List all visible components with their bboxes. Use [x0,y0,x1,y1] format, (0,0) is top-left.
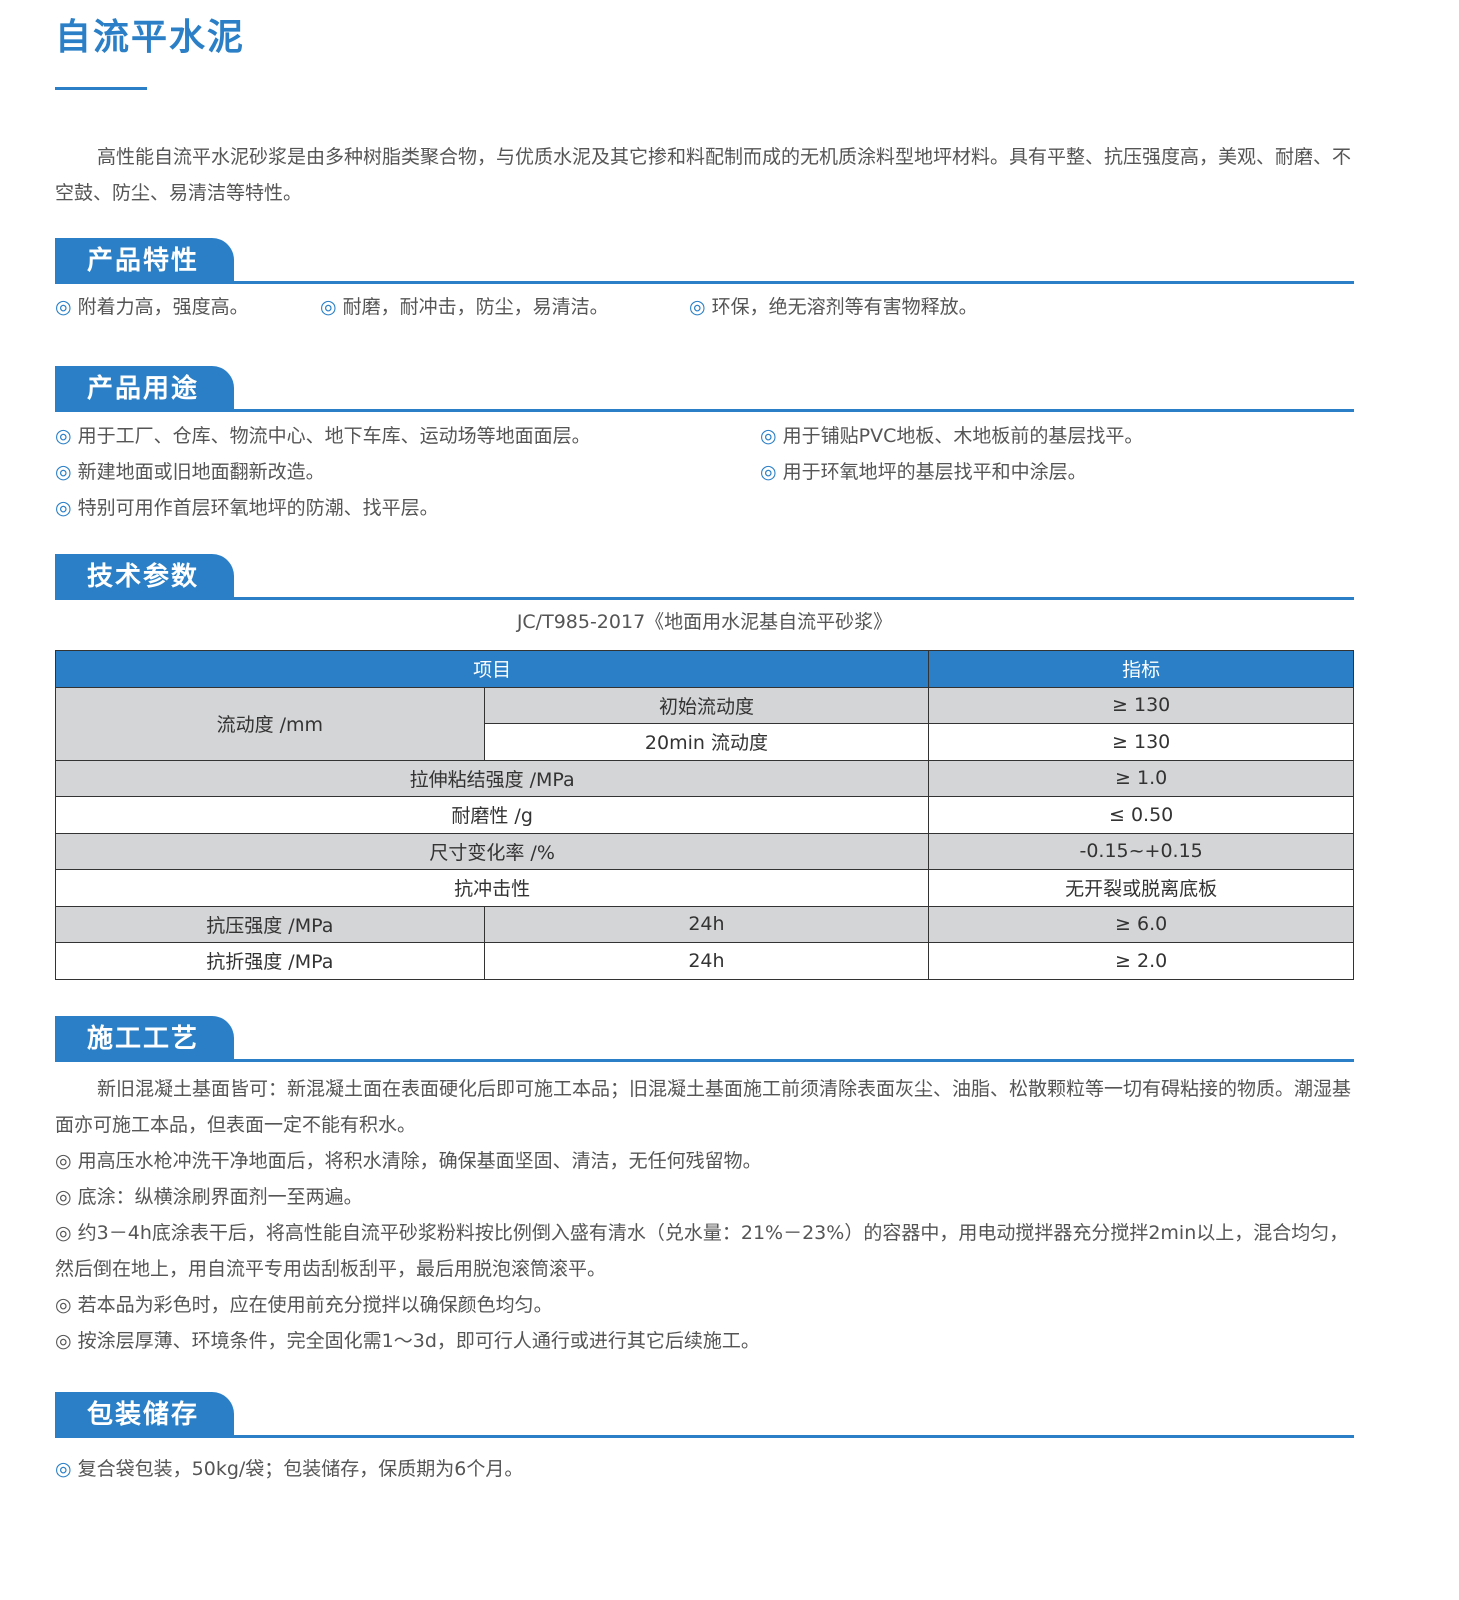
header-cell: 项目 [54,650,930,688]
cell: ≥ 130 [928,686,1354,724]
intro-paragraph: 高性能自流平水泥砂浆是由多种树脂类聚合物，与优质水泥及其它掺和料配制而成的无机质… [55,146,1352,204]
table-row: 耐磨性 /g ≤ 0.50 [54,796,1354,834]
cell: ≥ 130 [928,723,1354,761]
item-text: 用于环氧地坪的基层找平和中涂层。 [782,461,1087,483]
section-header-tech: 技术参数 [55,554,1354,601]
divider [55,597,1354,600]
cell: 抗折强度 /MPa [55,942,485,980]
circle-marker-icon: ◎ [760,461,777,483]
table-row: 抗冲击性 无开裂或脱离底板 [54,869,1354,907]
table-row: 拉伸粘结强度 /MPa ≥ 1.0 [54,759,1354,797]
circle-marker-icon: ◎ [55,296,72,318]
circle-marker-icon: ◎ [55,425,72,447]
cell: 24h [483,905,930,943]
cell: 拉伸粘结强度 /MPa [54,759,930,797]
use-item: ◎ 用于铺贴PVC地板、木地板前的基层找平。 [760,418,1143,454]
item-text: 特别可用作首层环氧地坪的防潮、找平层。 [77,497,439,519]
step-item: ◎ 底涂：纵横涂刷界面剂一至两遍。 [55,1179,1355,1215]
cell: ≥ 6.0 [928,905,1354,943]
circle-marker-icon: ◎ [760,425,777,447]
divider [55,409,1354,412]
item-text: 环保，绝无溶剂等有害物释放。 [711,296,978,318]
table-row: 尺寸变化率 /% -0.15~+0.15 [54,832,1354,870]
item-text: 约3－4h底涂表干后，将高性能自流平砂浆粉料按比例倒入盛有清水（兑水量：21%－… [55,1222,1349,1280]
circle-marker-icon: ◎ [55,1222,72,1244]
item-text: 耐磨，耐冲击，防尘，易清洁。 [342,296,609,318]
use-item: ◎ 特别可用作首层环氧地坪的防潮、找平层。 [55,490,439,526]
use-item: ◎ 用于环氧地坪的基层找平和中涂层。 [760,454,1087,490]
cell: 抗冲击性 [54,869,930,907]
section-title: 包装储存 [55,1392,234,1437]
section-header-features: 产品特性 [55,238,1354,285]
header-cell: 指标 [928,650,1354,688]
section-title: 产品用途 [55,366,234,411]
section-header-packaging: 包装储存 [55,1392,1354,1439]
section-header-construction: 施工工艺 [55,1016,1354,1063]
table-row: 抗折强度 /MPa 24h ≥ 2.0 [55,942,1354,980]
cell: 24h [483,942,930,980]
step-item: ◎ 用高压水枪冲洗干净地面后，将积水清除，确保基面坚固、清洁，无任何残留物。 [55,1143,1355,1179]
circle-marker-icon: ◎ [55,461,72,483]
circle-marker-icon: ◎ [55,497,72,519]
step-item: ◎ 按涂层厚薄、环境条件，完全固化需1～3d，即可行人通行或进行其它后续施工。 [55,1323,1355,1359]
table-row: 20min 流动度 ≥ 130 [56,723,1354,761]
section-header-uses: 产品用途 [55,366,1354,413]
cell: 耐磨性 /g [54,796,930,834]
use-item: ◎ 用于工厂、仓库、物流中心、地下车库、运动场等地面面层。 [55,418,591,454]
cell: 流动度 /mm [55,686,485,761]
item-text: 新建地面或旧地面翻新改造。 [77,461,325,483]
circle-marker-icon: ◎ [320,296,337,318]
cell: 20min 流动度 [483,723,930,761]
standard-caption: JC/T985-2017《地面用水泥基自流平砂浆》 [516,611,893,633]
item-text: 复合袋包装，50kg/袋；包装储存，保质期为6个月。 [77,1458,524,1480]
item-text: 附着力高，强度高。 [77,296,249,318]
divider [55,1059,1354,1062]
use-item: ◎ 新建地面或旧地面翻新改造。 [55,454,325,490]
item-text: 用高压水枪冲洗干净地面后，将积水清除，确保基面坚固、清洁，无任何残留物。 [77,1150,762,1172]
step-item: ◎ 约3－4h底涂表干后，将高性能自流平砂浆粉料按比例倒入盛有清水（兑水量：21… [55,1215,1355,1287]
item-text: 用于工厂、仓库、物流中心、地下车库、运动场等地面面层。 [77,425,591,447]
feature-item: ◎ 附着力高，强度高。 [55,289,249,325]
item-text: 按涂层厚薄、环境条件，完全固化需1～3d，即可行人通行或进行其它后续施工。 [77,1330,760,1352]
circle-marker-icon: ◎ [55,1458,72,1480]
title-underline [55,87,147,90]
cell: 尺寸变化率 /% [54,832,930,870]
item-text: 用于铺贴PVC地板、木地板前的基层找平。 [782,425,1144,447]
tech-params-table: 项目 指标 流动度 /mm 初始流动度 ≥ 130 20min 流动度 ≥ 130 拉伸… [54,650,1354,980]
table-row: 流动度 /mm 初始流动度 ≥ 130 [55,686,1354,761]
circle-marker-icon: ◎ [55,1150,72,1172]
circle-marker-icon: ◎ [55,1186,72,1208]
table-header-row: 项目 指标 [54,650,1354,688]
circle-marker-icon: ◎ [55,1330,72,1352]
cell: 抗压强度 /MPa [55,905,485,943]
section-title: 施工工艺 [55,1016,234,1061]
cell: 无开裂或脱离底板 [928,869,1354,907]
circle-marker-icon: ◎ [55,1294,72,1316]
section-title: 技术参数 [55,554,234,599]
divider [55,1435,1354,1438]
construction-content: 新旧混凝土基面皆可：新混凝土面在表面硬化后即可施工本品；旧混凝土基面施工前须清除… [55,1071,1355,1359]
page-title: 自流平水泥 [55,17,246,58]
circle-marker-icon: ◎ [689,296,706,318]
item-text: 若本品为彩色时，应在使用前充分搅拌以确保颜色均匀。 [77,1294,553,1316]
cell: 初始流动度 [483,686,930,724]
section-title: 产品特性 [55,238,234,283]
feature-item: ◎ 环保，绝无溶剂等有害物释放。 [689,289,978,325]
cell: ≥ 2.0 [928,942,1354,980]
divider [55,281,1354,284]
item-text: 底涂：纵横涂刷界面剂一至两遍。 [77,1186,363,1208]
construction-intro: 新旧混凝土基面皆可：新混凝土面在表面硬化后即可施工本品；旧混凝土基面施工前须清除… [55,1078,1352,1136]
step-item: ◎ 若本品为彩色时，应在使用前充分搅拌以确保颜色均匀。 [55,1287,1355,1323]
cell: ≥ 1.0 [928,759,1354,797]
packaging-item: ◎ 复合袋包装，50kg/袋；包装储存，保质期为6个月。 [55,1451,523,1487]
cell: -0.15~+0.15 [928,832,1354,870]
feature-item: ◎ 耐磨，耐冲击，防尘，易清洁。 [320,289,609,325]
table-row: 抗压强度 /MPa 24h ≥ 6.0 [55,905,1354,943]
cell: ≤ 0.50 [928,796,1354,834]
